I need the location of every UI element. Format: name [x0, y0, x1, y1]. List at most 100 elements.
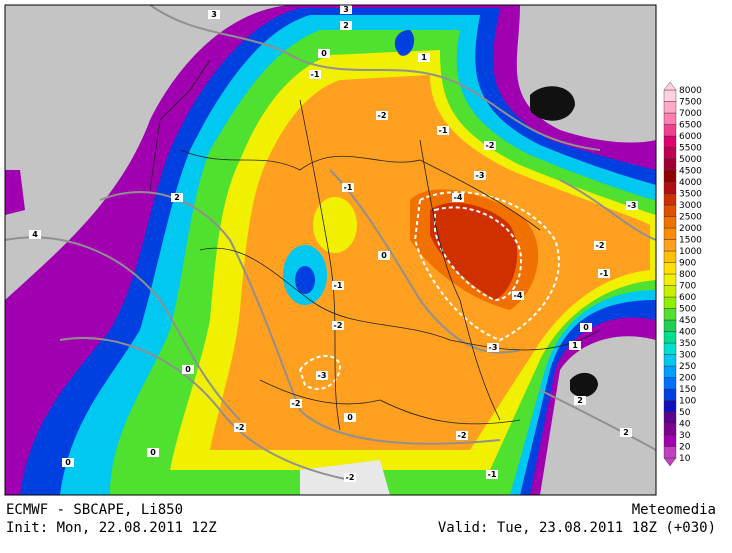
- contour-label-box: [332, 281, 344, 290]
- contour-label: 2: [343, 21, 349, 30]
- contour-label-box: [487, 343, 499, 352]
- colorbar-segment: [663, 388, 677, 401]
- map-frame: [4, 4, 657, 496]
- colorbar-label: 400: [679, 328, 696, 338]
- colorbar-segment: [663, 365, 677, 378]
- contour-label: 0: [65, 458, 71, 467]
- contour-label-box: [29, 230, 41, 239]
- contour-label-box: [484, 141, 496, 150]
- colorbar-label: 900: [679, 259, 696, 269]
- colorbar-segment: [663, 193, 677, 206]
- contour-label-box: [234, 423, 246, 432]
- contour-label: 0: [583, 323, 589, 332]
- contour-label-box: [437, 126, 449, 135]
- contour-label: 4: [32, 230, 38, 239]
- colorbar-segment: [663, 101, 677, 114]
- contour-label: -1: [334, 281, 343, 290]
- contour-label: 3: [211, 10, 217, 19]
- colorbar-label: 450: [679, 316, 696, 326]
- contour-label-box: [378, 251, 390, 260]
- colorbar-end: [663, 457, 677, 467]
- colorbar-label: 6000: [679, 132, 702, 142]
- contour-label-box: [569, 341, 581, 350]
- contour-label: -3: [628, 201, 637, 210]
- cape-area: [430, 202, 518, 300]
- colorbar-label: 600: [679, 293, 696, 303]
- contour-label: -1: [600, 269, 609, 278]
- contour-label-box: [418, 53, 430, 62]
- contour-label: -2: [486, 141, 495, 150]
- colorbar-segment: [663, 135, 677, 148]
- footer-source: Meteomedia: [632, 502, 716, 518]
- contour-label: 1: [572, 341, 578, 350]
- contour-label: -3: [476, 171, 485, 180]
- colorbar-label: 3000: [679, 201, 702, 211]
- contour-label-box: [318, 49, 330, 58]
- colorbar-segment: [663, 239, 677, 252]
- contour-label-box: [316, 371, 328, 380]
- colorbar-segment: [663, 158, 677, 171]
- colorbar-label: 2000: [679, 224, 702, 234]
- colorbar-segment: [663, 342, 677, 355]
- contour-label-box: [62, 458, 74, 467]
- mask: [570, 372, 598, 397]
- contour-label-box: [486, 470, 498, 479]
- cape-area: [295, 266, 315, 294]
- contour-label-box: [344, 473, 356, 482]
- colorbar-label: 300: [679, 351, 696, 361]
- contour-label-box: [208, 10, 220, 19]
- colorbar-label: 3500: [679, 190, 702, 200]
- contour-label: -3: [489, 343, 498, 352]
- cape-area: [313, 197, 357, 253]
- contour-label: -3: [318, 371, 327, 380]
- colorbar-segment: [663, 124, 677, 137]
- colorbar-segment: [663, 411, 677, 424]
- cape-area: [5, 170, 25, 215]
- contour-label-box: [309, 70, 321, 79]
- colorbar-end: [663, 81, 677, 91]
- colorbar-label: 8000: [679, 86, 702, 96]
- colorbar-segment: [663, 89, 677, 102]
- contour-labels: -1 -2 -1 -2 -3 -4 -4 -3 -1 0 -1 -2 -3 -2 -2 0 0 -2 -1 -2 0 0 2…: [29, 5, 638, 482]
- contour-label: -1: [488, 470, 497, 479]
- colorbar-label: 7000: [679, 109, 702, 119]
- colorbar-label: 700: [679, 282, 696, 292]
- contour-label: -2: [596, 241, 605, 250]
- contour-label-box: [580, 323, 592, 332]
- contour-label-box: [512, 291, 524, 300]
- colorbar-segment: [663, 331, 677, 344]
- colorbar-label: 5000: [679, 155, 702, 165]
- colorbar-segment: [663, 262, 677, 275]
- borders: [149, 59, 601, 431]
- colorbar-segment: [663, 319, 677, 332]
- contour-label: 0: [185, 365, 191, 374]
- footer-init: Init: Mon, 22.08.2011 12Z: [6, 520, 217, 536]
- colorbar-segment: [663, 296, 677, 309]
- contour-label-box: [344, 413, 356, 422]
- colorbar-segment: [663, 400, 677, 413]
- colorbar-label: 4000: [679, 178, 702, 188]
- contour-label-box: [147, 448, 159, 457]
- contour-label: 0: [150, 448, 156, 457]
- colorbar-label: 50: [679, 408, 691, 418]
- colorbar-label: 20: [679, 443, 691, 453]
- colorbar-label: 10: [679, 454, 691, 464]
- footer-valid: Valid: Tue, 23.08.2011 18Z (+030): [438, 520, 716, 536]
- contour-label-box: [340, 5, 352, 14]
- colorbar-label: 150: [679, 385, 696, 395]
- colorbar-segment: [663, 170, 677, 183]
- contour-label-box: [452, 193, 464, 202]
- colorbar-segment: [663, 434, 677, 447]
- colorbar-segment: [663, 227, 677, 240]
- contour-label-box: [598, 269, 610, 278]
- isolines: [298, 191, 560, 390]
- contour-label-box: [332, 321, 344, 330]
- map: -1 -2 -1 -2 -3 -4 -4 -3 -1 0 -1 -2 -3 -2 -2 0 0 -2 -1 -2 0 0 2…: [4, 4, 657, 495]
- colorbar-label: 7500: [679, 98, 702, 108]
- contour-label: -2: [334, 321, 343, 330]
- colorbar-segment: [663, 250, 677, 263]
- colorbar-label: 500: [679, 305, 696, 315]
- contour-label-box: [456, 431, 468, 440]
- colorbar-segment: [663, 273, 677, 286]
